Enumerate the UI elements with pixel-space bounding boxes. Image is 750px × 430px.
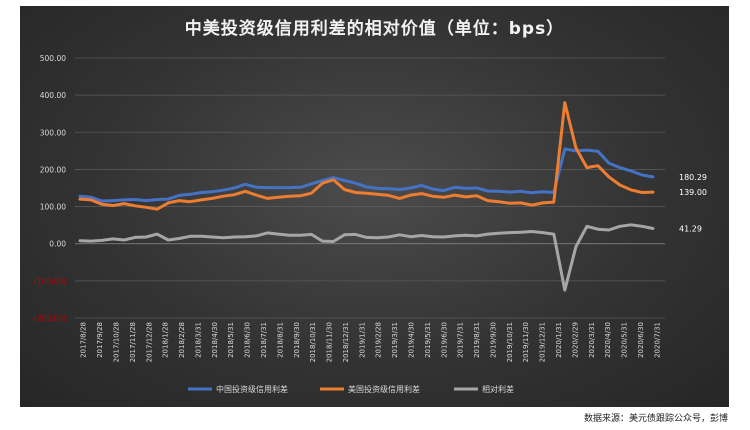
x-tick-label: 2017/9/28 — [96, 322, 104, 358]
x-tick-label: 2020/2/29 — [571, 322, 579, 358]
end-value-label: 139.00 — [679, 188, 707, 197]
chart-panel: 500.00 400.00 300.00 200.00 100.00 0.00 (100.0… — [20, 6, 729, 407]
x-tick-label: 2019/12/31 — [539, 322, 547, 362]
x-tick-label: 2018/2/28 — [178, 322, 186, 358]
series-line — [78, 101, 655, 211]
x-tick-label: 2019/10/31 — [506, 322, 514, 362]
y-tick-label: 400.00 — [40, 91, 66, 100]
x-tick-label: 2019/11/30 — [522, 322, 530, 362]
x-tick-label: 2019/3/31 — [391, 322, 399, 358]
x-tick-label: 2018/3/31 — [194, 322, 202, 358]
x-tick-label: 2018/12/31 — [342, 322, 350, 362]
x-tick-label: 2019/1/31 — [358, 322, 366, 358]
x-tick-label: 2019/7/31 — [457, 322, 465, 358]
x-tick-label: 2020/6/30 — [637, 322, 645, 358]
legend-label: 美国投资级信用利差 — [348, 384, 420, 394]
x-tick-label: 2018/6/30 — [244, 322, 252, 358]
x-tick-label: 2017/12/28 — [145, 322, 153, 362]
x-tick-label: 2018/10/31 — [309, 322, 317, 362]
end-value-label: 180.29 — [679, 173, 707, 182]
y-tick-label: 200.00 — [40, 165, 66, 174]
x-tick-label: 2019/4/30 — [407, 322, 415, 358]
x-tick-label: 2018/4/30 — [211, 322, 219, 358]
x-tick-label: 2018/1/28 — [162, 322, 170, 358]
legend-label: 相对利差 — [482, 384, 514, 394]
x-tick-label: 2020/4/30 — [604, 322, 612, 358]
y-tick-label: 500.00 — [40, 54, 66, 63]
y-tick-label: (100.00) — [34, 277, 66, 286]
y-tick-label: 300.00 — [40, 128, 66, 137]
x-tick-label: 2018/8/31 — [276, 322, 284, 358]
x-tick-label: 2019/2/28 — [375, 322, 383, 358]
y-tick-label: 100.00 — [40, 203, 66, 212]
x-tick-label: 2017/8/28 — [80, 322, 88, 358]
x-tick-label: 2020/7/31 — [653, 322, 661, 358]
legend-label: 中国投资级信用利差 — [216, 384, 288, 394]
end-value-label: 41.29 — [679, 224, 702, 233]
y-tick-label: 0.00 — [49, 240, 66, 249]
x-tick-label: 2017/11/28 — [129, 322, 137, 362]
x-tick-label: 2019/6/30 — [440, 322, 448, 358]
x-tick-label: 2018/7/31 — [260, 322, 268, 358]
x-tick-label: 2019/9/30 — [489, 322, 497, 358]
x-tick-label: 2018/5/31 — [227, 322, 235, 358]
x-tick-label: 2018/9/30 — [293, 322, 301, 358]
x-tick-label: 2017/10/28 — [112, 322, 120, 362]
series-line — [78, 223, 655, 292]
source-note: 数据来源：美元债跟踪公众号，彭博 — [583, 414, 728, 424]
x-tick-label: 2018/11/30 — [326, 322, 334, 362]
y-tick-label: (200.00) — [34, 314, 66, 323]
x-tick-label: 2020/5/31 — [621, 322, 629, 358]
x-tick-label: 2020/3/31 — [588, 322, 596, 358]
x-tick-label: 2019/8/31 — [473, 322, 481, 358]
chart-svg: 500.00 400.00 300.00 200.00 100.00 0.00 (100.0… — [34, 54, 707, 394]
x-tick-label: 2020/1/31 — [555, 322, 563, 358]
x-tick-label: 2019/5/31 — [424, 322, 432, 358]
chart-title: 中美投资级信用利差的相对价值（单位：bps） — [184, 19, 565, 39]
